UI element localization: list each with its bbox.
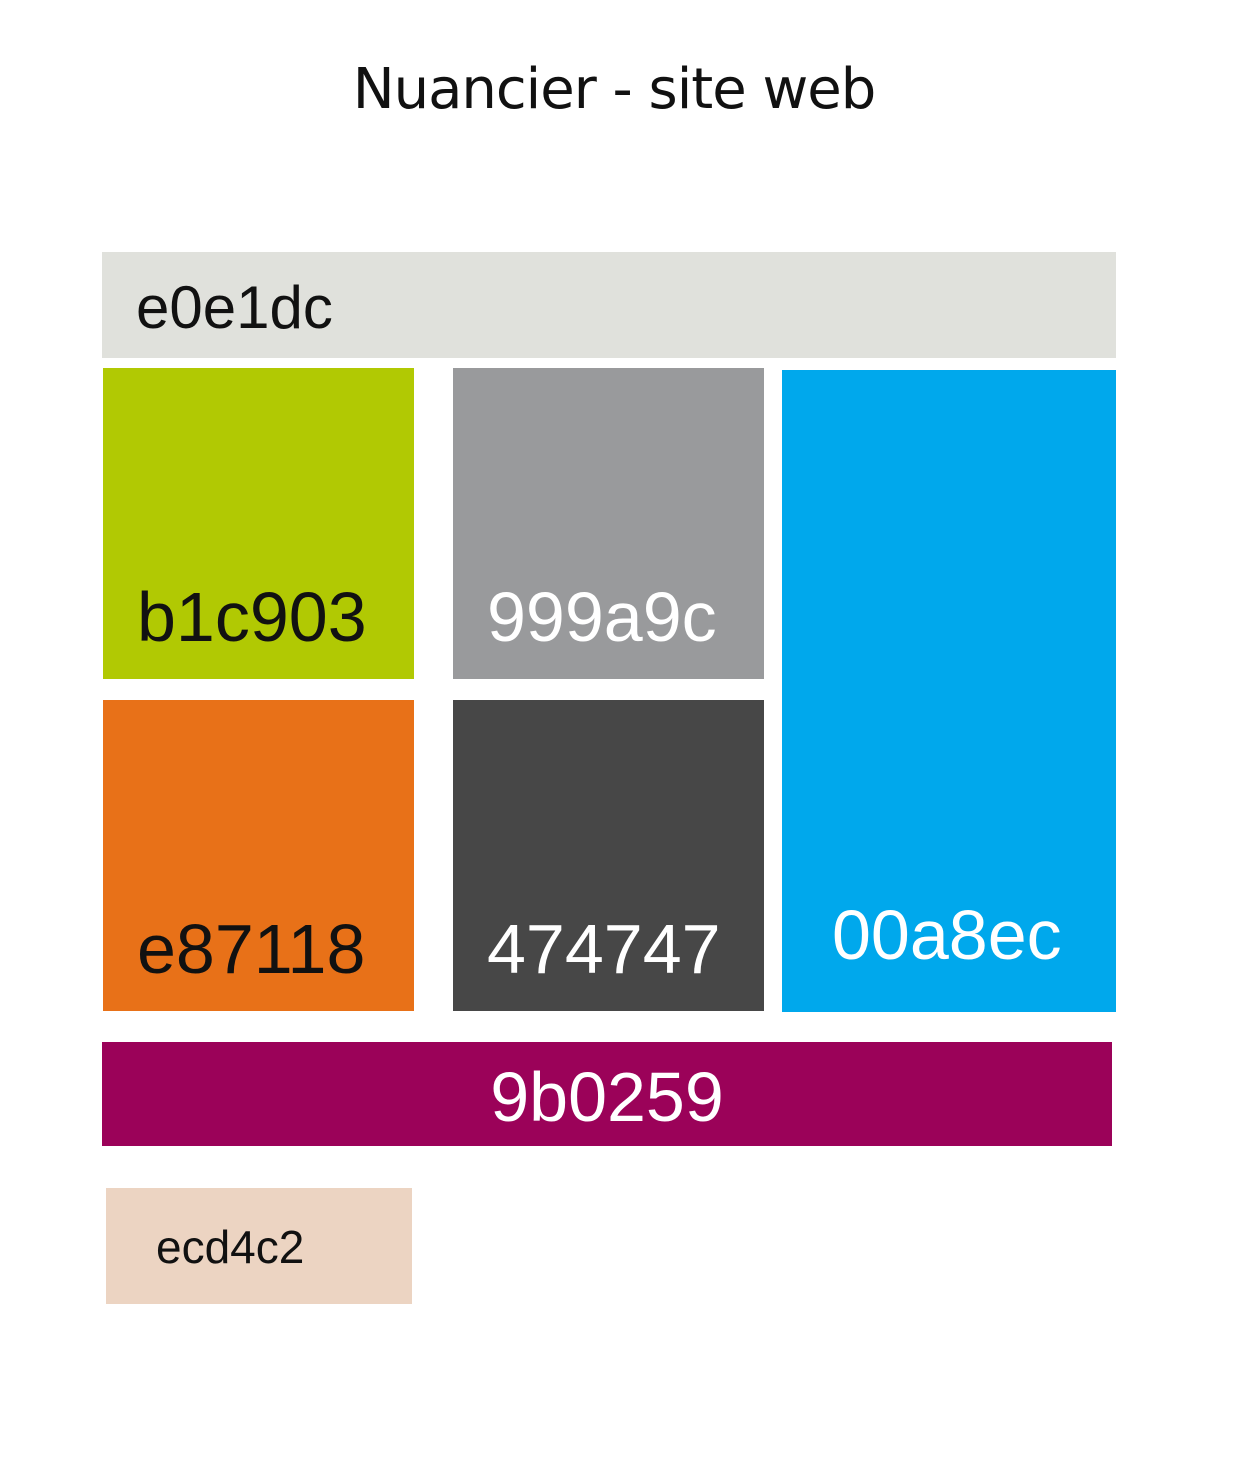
swatch-label: b1c903 <box>137 578 367 656</box>
color-swatch-00a8ec: 00a8ec <box>782 370 1116 1012</box>
color-swatch-b1c903: b1c903 <box>103 368 414 679</box>
swatch-label: e0e1dc <box>136 274 333 341</box>
color-swatch-ecd4c2: ecd4c2 <box>106 1188 412 1304</box>
swatch-label: 474747 <box>487 910 721 988</box>
color-swatch-9b0259: 9b0259 <box>102 1042 1112 1146</box>
swatch-label: e87118 <box>137 910 366 988</box>
swatch-label: 999a9c <box>487 578 717 656</box>
page-title: Nuancier - site web <box>352 57 877 122</box>
color-swatch-e0e1dc: e0e1dc <box>102 252 1116 358</box>
swatch-label: ecd4c2 <box>156 1221 305 1273</box>
swatch-label: 9b0259 <box>490 1058 724 1136</box>
color-swatch-999a9c: 999a9c <box>453 368 764 679</box>
color-swatch-e87118: e87118 <box>103 700 414 1011</box>
color-swatch-474747: 474747 <box>453 700 764 1011</box>
swatch-label: 00a8ec <box>832 896 1062 974</box>
